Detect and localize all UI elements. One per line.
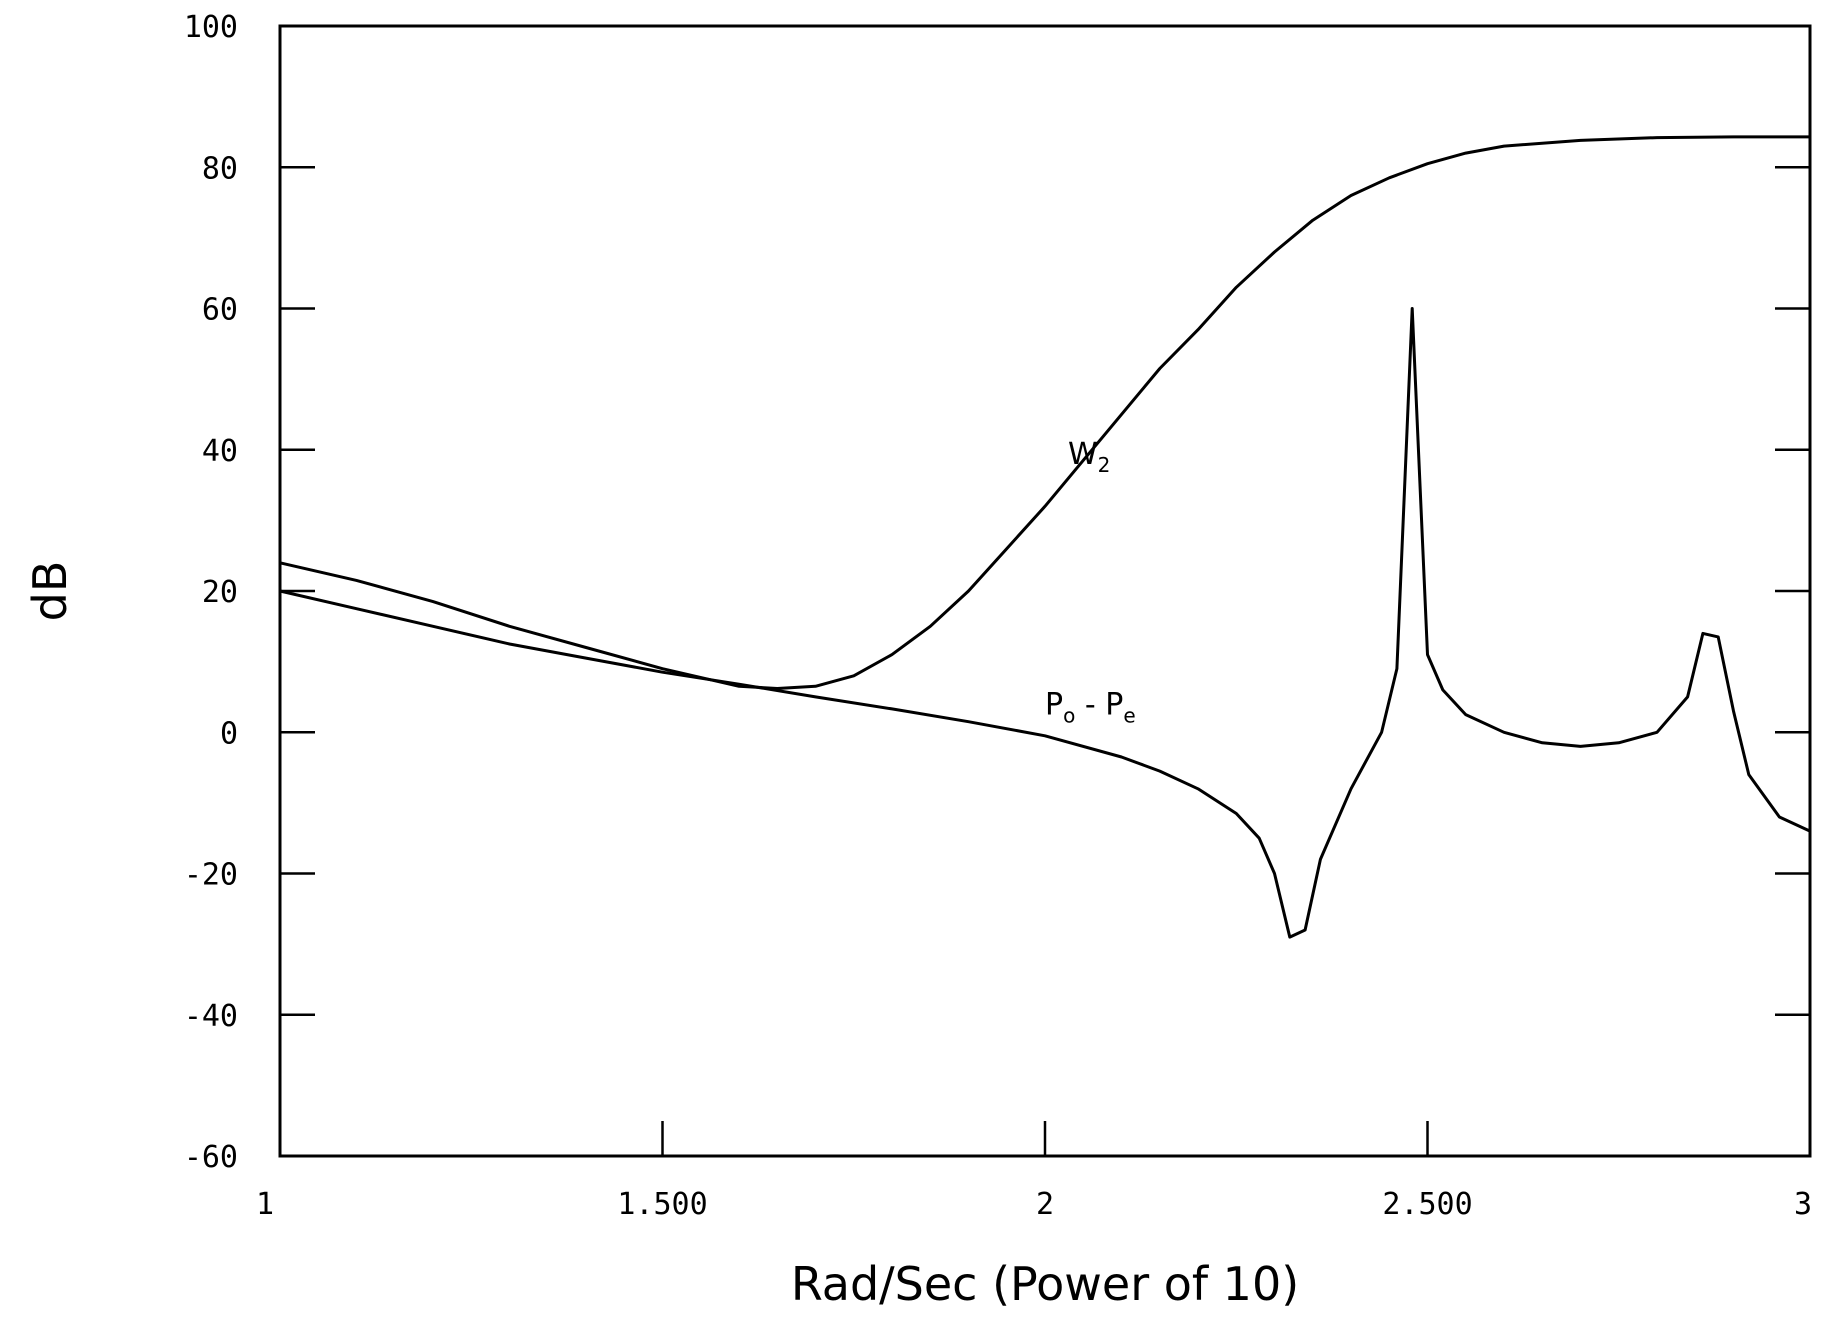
x-tick-label: 1.500	[617, 1187, 707, 1222]
y-tick-label: -20	[184, 858, 238, 893]
y-tick-label: 80	[202, 151, 238, 186]
plot-frame	[278, 24, 1812, 1158]
x-tick-label: 3	[1794, 1187, 1812, 1222]
y-tick-label: 0	[220, 716, 238, 751]
y-axis-ticks: -60 -40 -20 0 20 40 60 80 100	[184, 10, 1810, 1175]
series-line-1	[279, 135, 1810, 690]
x-tick-label: 2.500	[1382, 1187, 1472, 1222]
series-label-layer: W2 Po - Pe	[1045, 437, 1136, 728]
y-axis-label: dB	[23, 561, 77, 622]
y-tick-label: 100	[184, 10, 238, 45]
series-line-2	[279, 307, 1811, 939]
series-label-1: W2	[1068, 437, 1110, 477]
x-axis-label: Rad/Sec (Power of 10)	[791, 1257, 1299, 1311]
x-tick-label: 2	[1036, 1187, 1054, 1222]
series-layer	[279, 135, 1811, 939]
y-tick-label: -60	[184, 1140, 238, 1175]
series-label-2: Po - Pe	[1045, 688, 1136, 728]
x-axis-ticks: 1 1.500 2 2.500 3	[256, 1121, 1812, 1222]
y-tick-label: 60	[202, 293, 238, 328]
x-tick-label: 1	[256, 1187, 274, 1222]
y-tick-label: -40	[184, 999, 238, 1034]
y-tick-label: 40	[202, 434, 238, 469]
y-tick-label: 20	[202, 575, 238, 610]
